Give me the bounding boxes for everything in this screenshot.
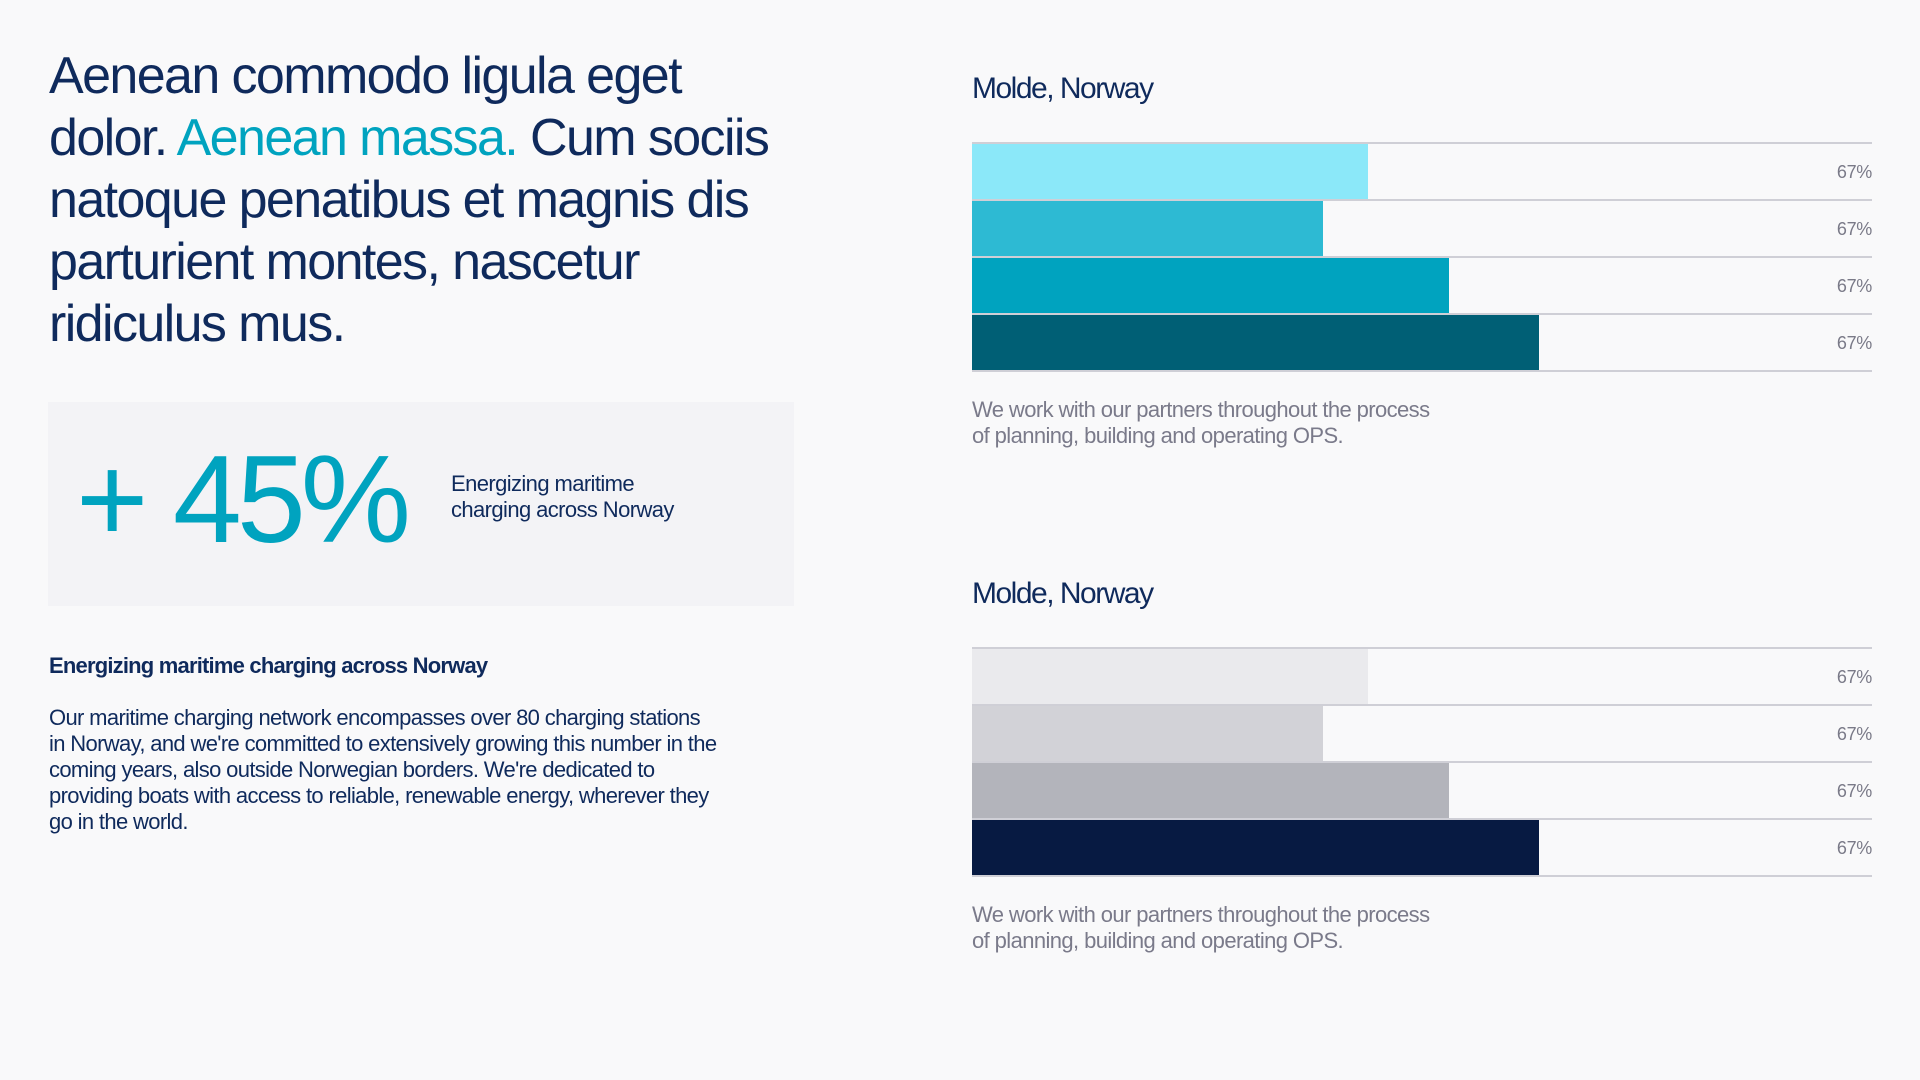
bar [972,763,1449,818]
chart-row: 67% [972,258,1872,315]
bar-value-label: 67% [1836,219,1872,239]
headline-line: dolor. Aenean massa. Cum sociis [49,107,849,169]
bar [972,258,1449,313]
headline-text: parturient montes, nascetur [49,233,640,291]
bar [972,706,1323,761]
section-body: Our maritime charging network encompasse… [49,705,809,835]
caption-line: We work with our partners throughout the… [972,902,1430,927]
bar-value-label: 67% [1836,276,1872,296]
caption-line: We work with our partners throughout the… [972,397,1430,422]
headline-line: ridiculus mus. [49,293,849,355]
chart-caption: We work with our partners throughout the… [972,902,1532,954]
headline-accent-text: Aenean massa. [176,109,519,167]
caption-line: of planning, building and operating OPS. [972,928,1344,953]
bar-value-label: 67% [1836,162,1872,182]
headline-line: parturient montes, nascetur [49,231,849,293]
chart-row: 67% [972,820,1872,877]
bar [972,144,1368,199]
bar-value-label: 67% [1836,667,1872,687]
bar [972,201,1323,256]
bar [972,820,1539,875]
headline-line: natoque penatibus et magnis dis [49,169,849,231]
chart-title: Molde, Norway [972,577,1154,610]
bar-value-label: 67% [1836,781,1872,801]
chart-rows: 67% 67% 67% 67% [972,142,1872,372]
chart-row: 67% [972,763,1872,820]
headline-text: natoque penatibus et magnis dis [49,171,750,229]
bar-value-label: 67% [1836,838,1872,858]
chart-title: Molde, Norway [972,72,1154,105]
bar [972,315,1539,370]
bar-value-label: 67% [1836,333,1872,353]
stat-description: Energizing maritime charging across Norw… [451,471,741,523]
headline-text: Aenean commodo ligula eget [49,47,683,105]
chart-caption: We work with our partners throughout the… [972,397,1532,449]
headline-text: ridiculus mus. [49,295,346,353]
headline-text: Cum sociis [517,109,770,167]
body-line: in Norway, and we're committed to extens… [49,731,717,756]
chart-row: 67% [972,649,1872,706]
chart-rows: 67% 67% 67% 67% [972,647,1872,877]
body-line: Our maritime charging network encompasse… [49,705,701,730]
stat-description-line: Energizing maritime [451,471,635,496]
chart-row: 67% [972,315,1872,372]
bar-chart-gray: Molde, Norway 67% 67% 67% 67% We work wi… [972,577,1872,953]
bar-chart-teal: Molde, Norway 67% 67% 67% 67% We work wi… [972,72,1872,448]
section-heading: Energizing maritime charging across Norw… [49,653,488,678]
body-line: coming years, also outside Norwegian bor… [49,757,655,782]
headline: Aenean commodo ligula eget dolor. Aenean… [49,45,849,355]
chart-row: 67% [972,201,1872,258]
stat-description-line: charging across Norway [451,497,674,522]
chart-row: 67% [972,144,1872,201]
chart-row: 67% [972,706,1872,763]
headline-text: dolor. [49,109,177,167]
body-line: go in the world. [49,809,188,834]
caption-line: of planning, building and operating OPS. [972,423,1344,448]
bar-value-label: 67% [1836,724,1872,744]
body-line: providing boats with access to reliable,… [49,783,709,808]
bar [972,649,1368,704]
stat-card: + 45% Energizing maritime charging acros… [48,402,794,606]
stat-value: + 45% [76,431,411,569]
headline-line: Aenean commodo ligula eget [49,45,849,107]
